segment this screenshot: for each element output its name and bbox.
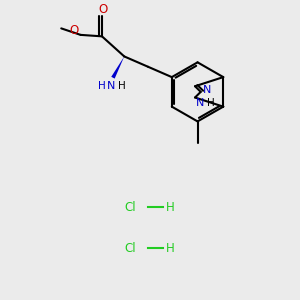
Polygon shape <box>111 56 124 79</box>
Text: H: H <box>98 81 106 91</box>
Text: H: H <box>118 81 126 91</box>
Text: N: N <box>196 98 205 108</box>
Text: Cl: Cl <box>125 242 136 255</box>
Text: H: H <box>166 242 175 255</box>
Text: O: O <box>69 24 79 37</box>
Text: H: H <box>207 98 214 108</box>
Text: N: N <box>107 81 116 91</box>
Text: H: H <box>166 201 175 214</box>
Text: Cl: Cl <box>125 201 136 214</box>
Text: O: O <box>98 3 107 16</box>
Text: N: N <box>203 85 212 95</box>
